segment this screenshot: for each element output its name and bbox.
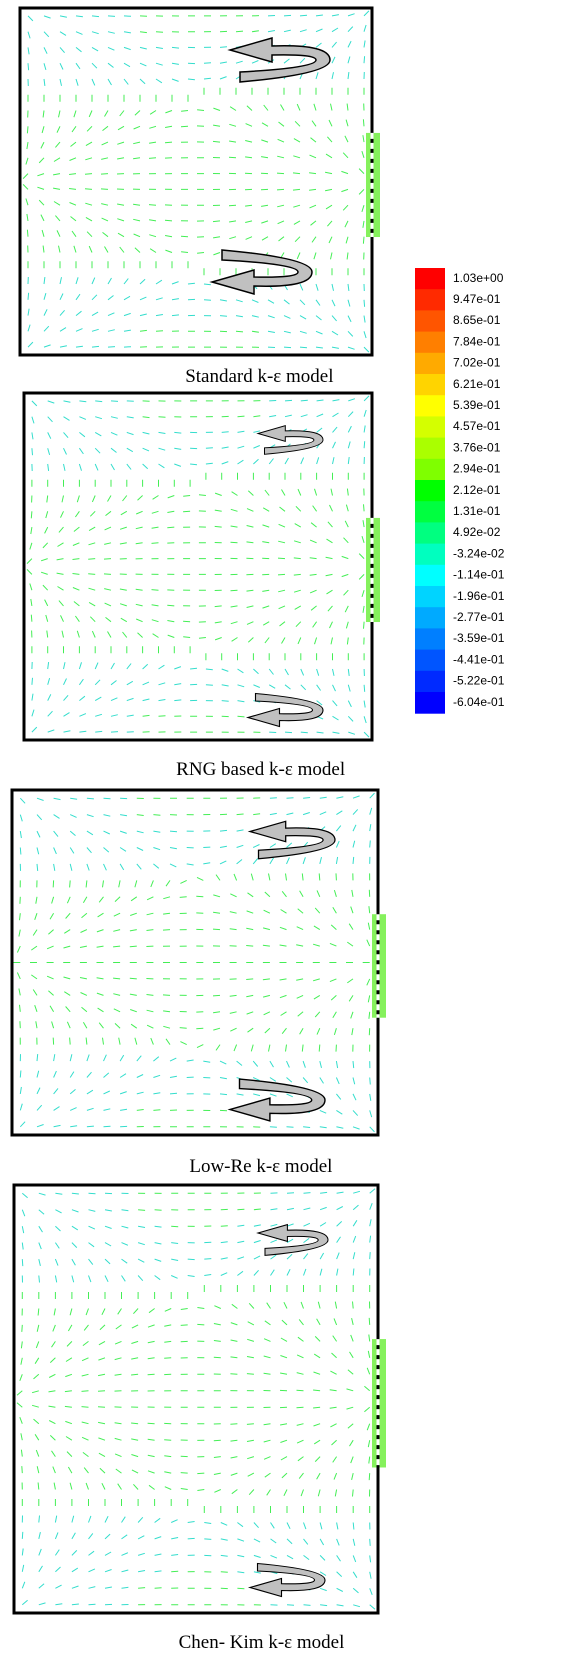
vector-field: [27, 10, 370, 353]
vector-panel: Standard k-ε model: [18, 6, 380, 387]
colorbar-cell: [415, 310, 445, 333]
colorbar-label: -4.41e-01: [453, 652, 505, 666]
colorbar-cell: [415, 564, 445, 587]
colorbar-label: 2.94e-01: [453, 462, 501, 476]
colorbar-label: -2.77e-01: [453, 610, 505, 624]
cavity-wall: [12, 1183, 380, 1615]
vector-field: [13, 797, 371, 1128]
colorbar-cell: [415, 543, 445, 566]
colorbar-label: 2.12e-01: [453, 483, 501, 497]
vortex-arrow: [247, 820, 336, 860]
vortex-arrow: [245, 692, 324, 728]
colorbar-label: 9.47e-01: [453, 292, 501, 306]
colorbar-cell: [415, 586, 445, 608]
panel-caption: RNG based k-ε model: [176, 759, 345, 780]
colorbar-cell: [415, 268, 445, 290]
colorbar-label: -6.04e-01: [453, 695, 505, 709]
panel-caption: Standard k-ε model: [185, 366, 333, 387]
colorbar-label: 4.92e-02: [453, 525, 501, 539]
colorbar-label: -3.59e-01: [453, 631, 505, 645]
colorbar-cell: [415, 331, 445, 354]
colorbar-cell: [415, 670, 445, 693]
colorbar-label: 1.31e-01: [453, 504, 501, 518]
vortex-arrow: [247, 1562, 326, 1598]
colorbar-cell: [415, 692, 445, 714]
vortex-arrow: [227, 1078, 326, 1122]
colorbar-cell: [415, 628, 445, 651]
colorbar-label: 4.57e-01: [453, 419, 501, 433]
vector-field: [22, 15, 365, 348]
colorbar-label: 5.39e-01: [453, 398, 501, 412]
colorbar-cell: [415, 395, 445, 417]
colorbar-cell: [415, 501, 445, 523]
colorbar-label: 1.03e+00: [453, 271, 504, 285]
colorbar-cell: [415, 289, 445, 311]
colorbar-cell: [415, 352, 445, 375]
vector-field: [31, 395, 370, 738]
vector-field: [21, 1188, 376, 1610]
colorbar-cell: [415, 416, 445, 439]
colorbar-label: 3.76e-01: [453, 440, 501, 454]
colorbar-cell: [415, 374, 445, 396]
cavity-wall: [22, 391, 374, 742]
panel-caption: Low-Re k-ε model: [189, 1156, 332, 1177]
vortex-arrow: [209, 249, 313, 295]
colorbar-cell: [415, 649, 445, 672]
vortex-arrow: [256, 425, 324, 455]
colorbar-cell: [415, 480, 445, 502]
vector-panel: Low-Re k-ε model: [10, 788, 386, 1177]
vector-panel: RNG based k-ε model: [22, 391, 380, 780]
cavity-wall: [10, 788, 380, 1137]
colorbar-label: 7.84e-01: [453, 334, 501, 348]
vector-field: [26, 400, 365, 733]
colorbar-label: -1.96e-01: [453, 589, 505, 603]
colorbar-label: -3.24e-02: [453, 546, 505, 560]
colorbar-cell: [415, 458, 445, 481]
vector-field: [16, 1192, 371, 1606]
colorbar-cell: [415, 607, 445, 629]
colorbar-cell: [415, 522, 445, 545]
colorbar-label: 7.02e-01: [453, 356, 501, 370]
cavity-wall: [18, 6, 374, 357]
vortex-arrow: [227, 37, 331, 83]
vortex-arrow: [256, 1223, 329, 1256]
colorbar-label: -5.22e-01: [453, 674, 505, 688]
colorbar-label: -1.14e-01: [453, 568, 505, 582]
colorbar-label: 6.21e-01: [453, 377, 501, 391]
panel-caption: Chen- Kim k-ε model: [179, 1632, 345, 1653]
colorbar-label: 8.65e-01: [453, 313, 501, 327]
vector-panel: Chen- Kim k-ε model: [12, 1183, 386, 1653]
colorbar-cell: [415, 437, 445, 460]
